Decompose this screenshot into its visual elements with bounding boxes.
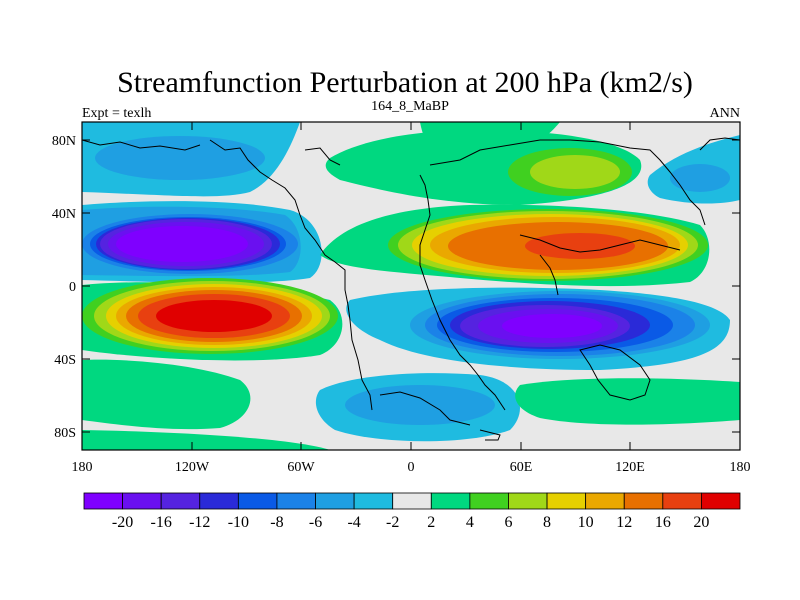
colorbar-swatch (701, 492, 741, 510)
coastline-overlay (82, 137, 740, 441)
x-tick-label: 0 (408, 460, 415, 475)
colorbar-label: 6 (504, 514, 512, 531)
anomaly-east-north-positive (320, 204, 710, 287)
y-tick-label: 80S (54, 426, 76, 441)
x-tick-label: 120E (615, 460, 645, 475)
y-tick-label: 0 (69, 280, 76, 295)
colorbar-swatch (392, 492, 432, 510)
y-tick-label: 40N (52, 207, 76, 222)
colorbar-swatch (276, 492, 316, 510)
colorbar-label: -4 (347, 514, 360, 531)
anomaly-west-south-positive (82, 278, 343, 361)
colorbar-label: -10 (228, 514, 249, 531)
colorbar-label: -20 (112, 514, 133, 531)
colorbar-swatch (585, 492, 625, 510)
colorbar-label: -16 (151, 514, 172, 531)
x-tick-label: 120W (175, 460, 210, 475)
x-tick-label: 60W (287, 460, 315, 475)
map-plot-area (82, 122, 740, 450)
colorbar-swatch (546, 492, 587, 510)
colorbar-swatch (237, 492, 278, 510)
colorbar-label: 16 (655, 514, 671, 531)
colorbar-label: 2 (427, 514, 435, 531)
run-label: 164_8_MaBP (371, 99, 449, 114)
colorbar-swatch (623, 492, 664, 510)
experiment-label: Expt = texlh (82, 106, 151, 121)
colorbar-swatch (353, 492, 394, 510)
colorbar: -20 -16 -12 -10 -8 -6 -4 -2 2 4 6 8 10 12 16 20 (83, 492, 741, 531)
axis-tick-marks (81, 122, 741, 450)
anomaly-east-south-negative (346, 287, 730, 370)
colorbar-label: 8 (543, 514, 551, 531)
colorbar-label: -12 (189, 514, 210, 531)
colorbar-swatch (469, 492, 509, 510)
colorbar-swatch (508, 492, 548, 510)
figure-title: Streamfunction Perturbation at 200 hPa (… (117, 66, 693, 99)
colorbar-label: -2 (386, 514, 399, 531)
colorbar-label: 10 (578, 514, 594, 531)
x-axis-labels: 180 120W 60W 0 60E 120E 180 (72, 460, 751, 475)
colorbar-label: 20 (693, 514, 709, 531)
x-tick-label: 180 (72, 460, 93, 475)
colorbar-swatch (199, 492, 239, 510)
y-axis-labels: 80N 40N 0 40S 80S (52, 134, 76, 441)
colorbar-swatch (315, 492, 355, 510)
colorbar-swatch (662, 492, 702, 510)
colorbar-swatch (83, 492, 123, 510)
colorbar-label: 12 (616, 514, 632, 531)
y-tick-label: 80N (52, 134, 76, 149)
colorbar-label: -6 (309, 514, 322, 531)
colorbar-label: -8 (270, 514, 283, 531)
colorbar-swatch (122, 492, 162, 510)
y-tick-label: 40S (54, 353, 76, 368)
x-tick-label: 180 (730, 460, 751, 475)
season-label: ANN (710, 106, 740, 121)
colorbar-swatch (430, 492, 471, 510)
colorbar-label: 4 (466, 514, 474, 531)
colorbar-swatch (160, 492, 201, 510)
anomaly-west-north-negative (82, 201, 322, 283)
x-tick-label: 60E (510, 460, 533, 475)
